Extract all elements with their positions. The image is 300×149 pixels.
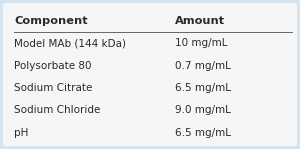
Text: 6.5 mg/mL: 6.5 mg/mL (175, 83, 231, 93)
Text: 0.7 mg/mL: 0.7 mg/mL (175, 61, 231, 71)
FancyBboxPatch shape (3, 3, 297, 146)
Text: Sodium Citrate: Sodium Citrate (14, 83, 92, 93)
Text: Polysorbate 80: Polysorbate 80 (14, 61, 92, 71)
Text: Model MAb (144 kDa): Model MAb (144 kDa) (14, 38, 126, 48)
Text: pH: pH (14, 128, 28, 138)
Text: 10 mg/mL: 10 mg/mL (175, 38, 227, 48)
Text: Sodium Chloride: Sodium Chloride (14, 105, 100, 115)
Text: 6.5 mg/mL: 6.5 mg/mL (175, 128, 231, 138)
Text: Component: Component (14, 16, 88, 26)
Text: 9.0 mg/mL: 9.0 mg/mL (175, 105, 231, 115)
Text: Amount: Amount (175, 16, 225, 26)
